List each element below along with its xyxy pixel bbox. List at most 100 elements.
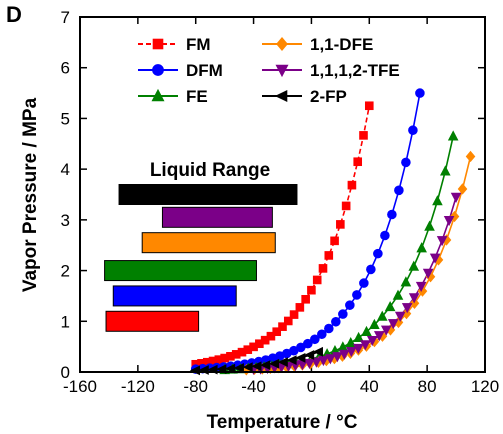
legend-label-dfm: DFM bbox=[186, 61, 223, 80]
legend-marker-fe bbox=[151, 88, 165, 102]
data-point-dfm bbox=[394, 185, 404, 196]
data-point-1-1-1-2-tfe bbox=[422, 268, 434, 279]
data-point-2-fp bbox=[277, 357, 288, 367]
data-point-1-1-1-2-tfe bbox=[318, 356, 329, 367]
data-point-2-fp bbox=[312, 346, 323, 357]
series-markers bbox=[189, 88, 476, 376]
data-point-1-1-1-2-tfe bbox=[325, 354, 336, 365]
data-point-1-1-1-2-tfe bbox=[380, 325, 392, 336]
y-tick-label: 7 bbox=[61, 8, 70, 27]
liquid-range-bar-2-fp bbox=[118, 184, 298, 205]
data-point-dfm bbox=[310, 334, 320, 345]
data-point-fm bbox=[289, 310, 299, 319]
data-point-1-1-1-2-tfe bbox=[332, 352, 343, 363]
legend-marker-2-fp bbox=[274, 90, 288, 102]
data-point-dfm bbox=[387, 209, 397, 220]
data-point-fm bbox=[336, 220, 345, 229]
x-tick-label: 80 bbox=[418, 377, 437, 396]
data-point-1-1-1-2-tfe bbox=[346, 347, 357, 358]
data-point-fe bbox=[369, 318, 380, 330]
data-point-dfm bbox=[366, 264, 376, 275]
data-point-dfm bbox=[401, 157, 411, 168]
data-point-dfm bbox=[380, 230, 390, 241]
y-tick-label: 6 bbox=[61, 59, 70, 78]
liquid-range-bar-fm bbox=[105, 310, 200, 332]
data-point-1-1-1-2-tfe bbox=[339, 349, 350, 360]
data-point-fm bbox=[330, 236, 339, 246]
y-tick-label: 2 bbox=[61, 262, 70, 281]
data-point-1-1-dfe bbox=[409, 297, 420, 309]
legend-marker-1-1-1-2-tfe bbox=[275, 64, 289, 78]
legend-marker-fm bbox=[152, 38, 164, 50]
data-point-dfm bbox=[373, 248, 383, 259]
x-axis-label: Temperature / °C bbox=[207, 412, 358, 433]
liquid-range-bar-1-1-1-2-tfe bbox=[161, 206, 273, 228]
x-tick-label: -80 bbox=[183, 377, 208, 396]
data-point-1-1-1-2-tfe bbox=[366, 336, 378, 347]
data-point-fe bbox=[416, 242, 427, 253]
data-point-dfm bbox=[338, 309, 348, 319]
data-point-fm bbox=[341, 201, 351, 211]
data-point-2-fp bbox=[260, 360, 271, 370]
data-point-1-1-1-2-tfe bbox=[387, 319, 399, 330]
plot-frame bbox=[79, 16, 486, 373]
legend-label-1-1-dfe: 1,1-DFE bbox=[310, 35, 373, 54]
data-point-fe bbox=[384, 300, 396, 312]
data-point-1-1-1-2-tfe bbox=[353, 343, 364, 355]
data-point-fm bbox=[266, 331, 276, 341]
legend-label-2-fp: 2-FP bbox=[310, 87, 347, 106]
data-point-2-fp bbox=[295, 352, 306, 363]
data-point-dfm bbox=[331, 317, 341, 327]
legend-label-1-1-1-2-tfe: 1,1,1,2-TFE bbox=[310, 61, 400, 80]
data-point-dfm bbox=[317, 329, 327, 340]
data-point-fm bbox=[283, 316, 293, 326]
data-point-fe bbox=[353, 331, 364, 343]
x-tick-label: 120 bbox=[471, 377, 499, 396]
data-point-1-1-1-2-tfe bbox=[408, 293, 420, 304]
data-point-dfm bbox=[352, 290, 362, 300]
data-point-1-1-1-2-tfe bbox=[401, 303, 413, 314]
data-point-fm bbox=[301, 294, 310, 304]
liquid-range-title: Liquid Range bbox=[150, 160, 270, 181]
data-point-2-fp bbox=[303, 350, 315, 360]
y-tick-label: 0 bbox=[61, 363, 70, 382]
data-point-dfm bbox=[345, 300, 355, 310]
data-point-1-1-1-2-tfe bbox=[360, 340, 371, 351]
x-tick-label: -40 bbox=[241, 377, 266, 396]
data-point-1-1-1-2-tfe bbox=[304, 358, 315, 370]
data-point-1-1-1-2-tfe bbox=[394, 311, 406, 322]
liquid-range-bar-dfm bbox=[112, 285, 237, 307]
data-point-fm bbox=[353, 157, 363, 167]
axis-ticks: -160 -120 -80 -40 0 40 80 120 0 1 2 3 4 5 6 7 bbox=[61, 8, 500, 396]
data-point-fe bbox=[408, 260, 420, 271]
data-point-fm bbox=[278, 322, 287, 331]
data-point-2-fp bbox=[251, 361, 262, 372]
data-point-1-1-1-2-tfe bbox=[311, 357, 322, 368]
data-point-fe bbox=[400, 276, 412, 287]
data-point-fe bbox=[361, 325, 372, 337]
data-point-dfm bbox=[324, 323, 334, 334]
data-point-1-1-1-2-tfe bbox=[443, 215, 455, 227]
legend-marker-1-1-dfe bbox=[276, 37, 288, 51]
y-tick-label: 3 bbox=[61, 211, 70, 230]
data-point-dfm bbox=[415, 88, 425, 98]
legend-label-fe: FE bbox=[186, 87, 208, 106]
data-point-dfm bbox=[303, 338, 313, 349]
data-point-fm bbox=[272, 327, 282, 336]
data-point-fm bbox=[359, 131, 368, 140]
legend-marker-dfm bbox=[152, 64, 164, 76]
data-point-fe bbox=[424, 220, 435, 231]
data-point-fe bbox=[447, 130, 459, 141]
liquid-range-bar-1-1-dfe bbox=[141, 232, 276, 254]
data-point-fe bbox=[376, 310, 388, 321]
y-tick-label: 4 bbox=[61, 160, 70, 179]
x-tick-label: 0 bbox=[307, 377, 316, 396]
x-tick-label: -120 bbox=[121, 377, 155, 396]
data-point-1-1-1-2-tfe bbox=[450, 192, 462, 203]
data-point-fm bbox=[312, 275, 322, 285]
data-point-1-1-1-2-tfe bbox=[415, 281, 427, 293]
data-point-fm bbox=[347, 180, 357, 190]
data-point-fm bbox=[295, 303, 305, 312]
y-axis-label: Vapor Pressure / MPa bbox=[20, 97, 41, 292]
